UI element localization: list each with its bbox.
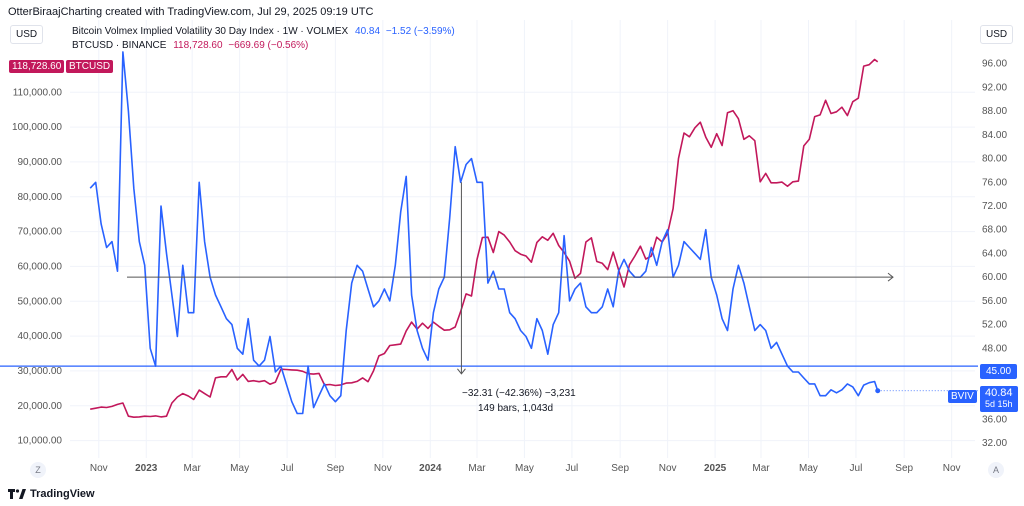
series-line-bviv[interactable] (89, 51, 879, 415)
series2-change: −669.69 (−0.56%) (228, 40, 309, 51)
left-tick-label: 90,000.00 (18, 157, 63, 168)
right-tick-label: 76.00 (982, 177, 1007, 188)
x-tick-label: May (799, 463, 818, 474)
measure-label-2: 149 bars, 1,043d (478, 403, 554, 414)
brand[interactable]: TradingView (8, 488, 95, 500)
right-currency-button[interactable]: USD (980, 25, 1014, 44)
left-tick-label: 70,000.00 (18, 227, 63, 238)
series2-legend[interactable]: BTCUSD · BINANCE 118,728.60 −669.69 (−0.… (72, 40, 308, 51)
right-tick-label: 56.00 (982, 296, 1007, 307)
bviv-value: 40.84 (985, 387, 1013, 399)
left-currency-button[interactable]: USD (10, 25, 44, 44)
btc-price-tag: 118,728.60 (9, 60, 65, 73)
measure-label-1: −32.31 (−42.36%) −3,231 (462, 388, 576, 399)
brand-name: TradingView (30, 488, 95, 500)
x-tick-label: Mar (468, 463, 486, 474)
right-tick-label: 32.00 (982, 438, 1007, 449)
x-tick-label: Nov (90, 463, 108, 474)
left-tick-label: 10,000.00 (18, 436, 63, 447)
x-tick-label: Jul (850, 463, 863, 474)
tradingview-logo-icon (8, 489, 26, 499)
x-tick-label: Sep (895, 463, 913, 474)
series1-name: Bitcoin Volmex Implied Volatility 30 Day… (72, 26, 349, 37)
btc-price-value: 118,728.60 (12, 61, 62, 72)
bviv-symbol-tag: BVIV (948, 390, 977, 403)
last-point-marker (875, 388, 881, 394)
x-tick-label: 2025 (704, 463, 727, 474)
right-tick-label: 68.00 (982, 225, 1007, 236)
left-tick-label: 100,000.00 (12, 122, 62, 133)
x-tick-label: Nov (943, 463, 961, 474)
left-tick-label: 30,000.00 (18, 366, 63, 377)
auto-scale-button[interactable]: A (988, 462, 1004, 478)
x-tick-label: Nov (659, 463, 677, 474)
x-tick-label: Jul (566, 463, 579, 474)
left-tick-label: 50,000.00 (18, 296, 63, 307)
left-tick-label: 80,000.00 (18, 192, 63, 203)
x-tick-label: Sep (326, 463, 344, 474)
right-tick-label: 96.00 (982, 59, 1007, 70)
series1-legend[interactable]: Bitcoin Volmex Implied Volatility 30 Day… (72, 26, 455, 37)
series1-change: −1.52 (−3.59%) (385, 26, 455, 37)
x-tick-label: May (230, 463, 249, 474)
right-tick-label: 60.00 (982, 272, 1007, 283)
zoom-button[interactable]: Z (30, 462, 46, 478)
right-tick-label: 72.00 (982, 201, 1007, 212)
right-tick-label: 36.00 (982, 414, 1007, 425)
right-tick-label: 52.00 (982, 320, 1007, 331)
measure-horizontal-arrow-icon (887, 272, 894, 282)
hline-value-tag: 45.00 (980, 364, 1018, 379)
measure-arrow-icon (457, 368, 466, 375)
x-tick-label: May (515, 463, 534, 474)
right-tick-label: 88.00 (982, 106, 1007, 117)
creator-line: OtterBiraajCharting created with Trading… (8, 6, 374, 18)
x-tick-label: Sep (611, 463, 629, 474)
right-tick-label: 64.00 (982, 248, 1007, 259)
right-tick-label: 48.00 (982, 343, 1007, 354)
left-tick-label: 60,000.00 (18, 261, 63, 272)
right-tick-label: 92.00 (982, 82, 1007, 93)
left-tick-label: 110,000.00 (13, 87, 63, 98)
series2-name: BTCUSD · BINANCE (72, 40, 167, 51)
series2-last: 118,728.60 (173, 40, 223, 51)
x-tick-label: Mar (184, 463, 202, 474)
btc-symbol-tag: BTCUSD (66, 60, 114, 73)
x-tick-label: 2023 (135, 463, 158, 474)
right-tick-label: 80.00 (982, 154, 1007, 165)
bviv-countdown: 5d 15h (985, 399, 1013, 409)
x-tick-label: 2024 (419, 463, 442, 474)
left-tick-label: 20,000.00 (18, 401, 63, 412)
x-tick-label: Nov (374, 463, 392, 474)
x-tick-label: Jul (281, 463, 294, 474)
series1-last: 40.84 (355, 26, 381, 37)
right-tick-label: 84.00 (982, 130, 1007, 141)
series-line-btcusd[interactable] (90, 58, 879, 418)
bviv-value-tag: 40.84 5d 15h (980, 386, 1018, 412)
left-tick-label: 40,000.00 (18, 331, 63, 342)
x-tick-label: Mar (752, 463, 770, 474)
